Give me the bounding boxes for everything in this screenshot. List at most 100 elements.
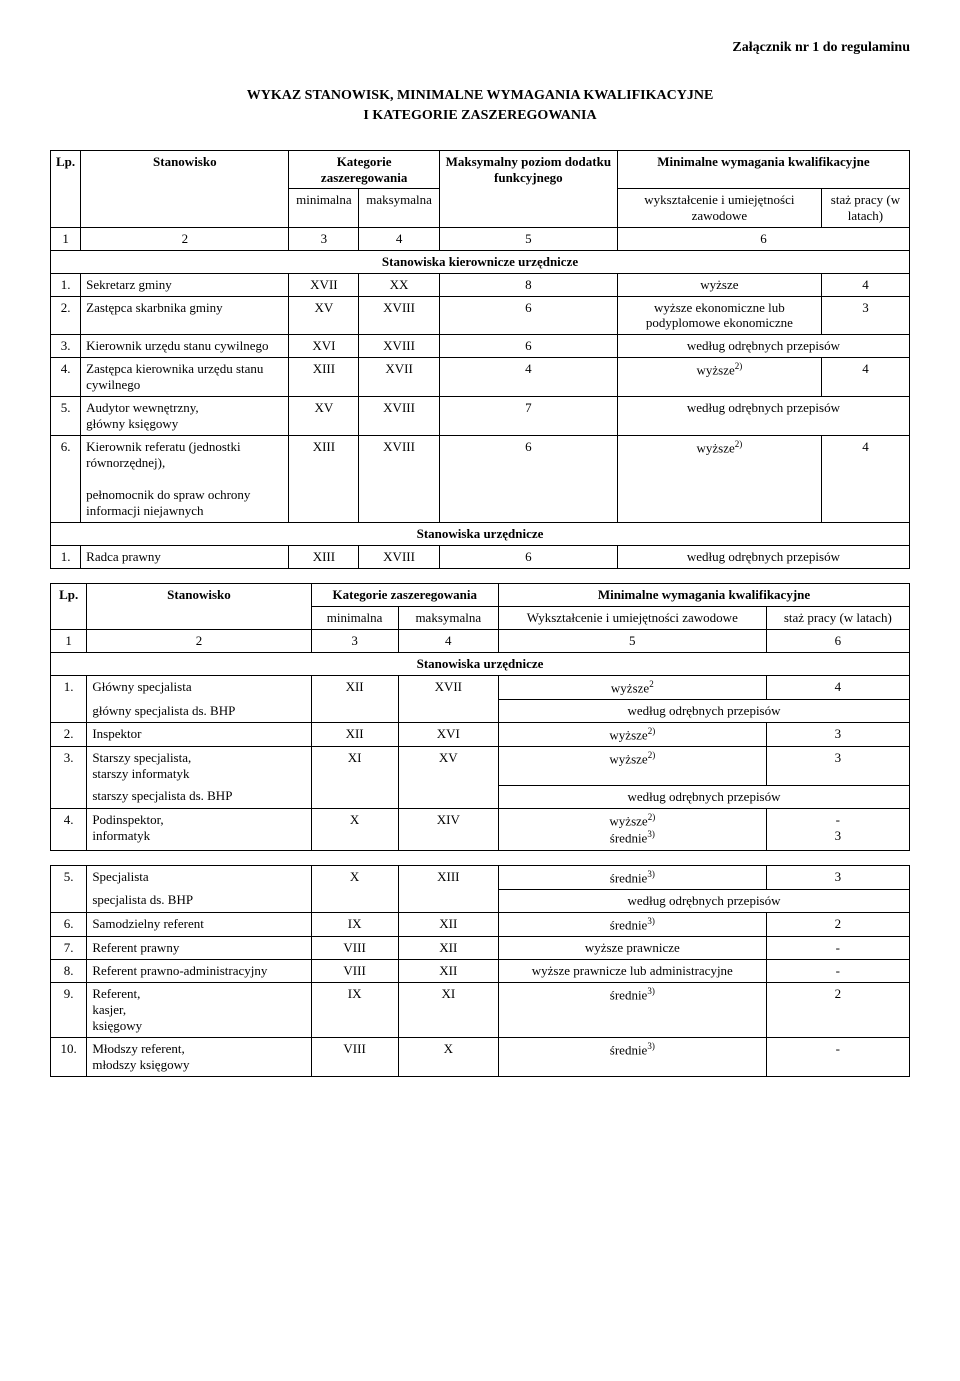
col-staz: staż pracy (w latach) — [766, 606, 909, 629]
table-row: 1. Główny specjalista XII XVII wyższe2 4 — [51, 675, 910, 699]
cell-max: XII — [398, 912, 498, 936]
table-row: 8. Referent prawno-administracyjny VIII … — [51, 960, 910, 983]
cell-st: Specjalista — [87, 865, 311, 889]
cell-dod: 6 — [439, 296, 617, 334]
cell-min: XV — [289, 396, 359, 435]
cell-st: Referent prawno-administracyjny — [87, 960, 311, 983]
section-row: Stanowiska urzędnicze — [51, 652, 910, 675]
num-cell: 3 — [289, 227, 359, 250]
cell-lp: 1. — [51, 675, 87, 722]
table-row: 5. Specjalista X XIII średnie3) 3 — [51, 865, 910, 889]
section-row: Stanowiska kierownicze urzędnicze — [51, 250, 910, 273]
cell-wyk: średnie3) — [498, 983, 766, 1038]
cell-staz: - — [766, 937, 909, 960]
cell-st: Główny specjalista — [87, 675, 311, 699]
num-cell: 4 — [398, 629, 498, 652]
col-minwym: Minimalne wymagania kwalifikacyjne — [498, 583, 909, 606]
attachment-header: Załącznik nr 1 do regulaminu — [50, 40, 910, 56]
cell-wyk: według odrębnych przepisów — [617, 545, 909, 568]
num-cell: 2 — [81, 227, 289, 250]
cell-min: XII — [311, 723, 398, 747]
cell-dod: 7 — [439, 396, 617, 435]
table-2: Lp. Stanowisko Kategorie zaszeregowania … — [50, 583, 910, 1077]
col-kat-max: maksymalna — [398, 606, 498, 629]
cell-wyk: według odrębnych przepisów — [498, 785, 909, 808]
cell-max: XIV — [398, 808, 498, 850]
num-cell: 1 — [51, 629, 87, 652]
col-wyksz: Wykształcenie i umiejętności zawodowe — [498, 606, 766, 629]
table-row: 1. Sekretarz gminy XVII XX 8 wyższe 4 — [51, 273, 910, 296]
cell-max: XVIII — [359, 545, 439, 568]
cell-st: Starszy specjalista, starszy informatyk — [87, 747, 311, 786]
cell-wyk: wyższe prawnicze lub administracyjne — [498, 960, 766, 983]
cell-dod: 6 — [439, 334, 617, 357]
table-row: 5. Audytor wewnętrzny, główny księgowy X… — [51, 396, 910, 435]
table-row: 3. Starszy specjalista, starszy informat… — [51, 747, 910, 786]
cell-lp: 4. — [51, 808, 87, 850]
col-lp: Lp. — [51, 583, 87, 629]
col-kat-min: minimalna — [289, 189, 359, 227]
cell-staz: - — [766, 960, 909, 983]
cell-wyk: wyższe prawnicze — [498, 937, 766, 960]
cell-lp: 10. — [51, 1038, 87, 1077]
cell-min: XV — [289, 296, 359, 334]
cell-wyk: wyższe2) — [498, 723, 766, 747]
section-title: Stanowiska urzędnicze — [51, 522, 910, 545]
col-maks: Maksymalny poziom dodatku funkcyjnego — [439, 151, 617, 227]
cell-st: Zastępca kierownika urzędu stanu cywilne… — [81, 357, 289, 396]
cell-dod: 8 — [439, 273, 617, 296]
cell-lp: 8. — [51, 960, 87, 983]
cell-wyk: wyższe2 — [498, 675, 766, 699]
cell-dod: 6 — [439, 435, 617, 522]
cell-st: Samodzielny referent — [87, 912, 311, 936]
col-staz: staż pracy (w latach) — [821, 189, 909, 227]
cell-min: VIII — [311, 937, 398, 960]
cell-lp: 3. — [51, 334, 81, 357]
cell-lp: 3. — [51, 747, 87, 809]
cell-staz: 2 — [766, 983, 909, 1038]
document-title: WYKAZ STANOWISK, MINIMALNE WYMAGANIA KWA… — [50, 86, 910, 125]
cell-min: VIII — [311, 1038, 398, 1077]
num-cell: 3 — [311, 629, 398, 652]
col-kat-min: minimalna — [311, 606, 398, 629]
cell-max: XIII — [398, 865, 498, 912]
cell-st: Kierownik referatu (jednostki równorzędn… — [81, 435, 289, 522]
cell-wyk: wyższe2) średnie3) — [498, 808, 766, 850]
cell-max: XVIII — [359, 334, 439, 357]
cell-lp: 2. — [51, 723, 87, 747]
cell-max: XI — [398, 983, 498, 1038]
cell-lp: 6. — [51, 435, 81, 522]
cell-st: Inspektor — [87, 723, 311, 747]
col-kategorie: Kategorie zaszeregowania — [311, 583, 498, 606]
col-kategorie: Kategorie zaszeregowania — [289, 151, 439, 189]
cell-min: XII — [311, 675, 398, 722]
cell-wyk: średnie3) — [498, 912, 766, 936]
cell-staz: 4 — [821, 435, 909, 522]
table-row: 7. Referent prawny VIII XII wyższe prawn… — [51, 937, 910, 960]
cell-min: X — [311, 808, 398, 850]
cell-st: Zastępca skarbnika gminy — [81, 296, 289, 334]
cell-lp: 5. — [51, 396, 81, 435]
num-cell: 2 — [87, 629, 311, 652]
cell-st: Podinspektor, informatyk — [87, 808, 311, 850]
cell-staz: 4 — [766, 675, 909, 699]
table-row: 3. Kierownik urzędu stanu cywilnego XVI … — [51, 334, 910, 357]
cell-max: XVIII — [359, 396, 439, 435]
cell-max: XVIII — [359, 435, 439, 522]
cell-wyk: średnie3) — [498, 865, 766, 889]
col-lp: Lp. — [51, 151, 81, 227]
table-row: 1. Radca prawny XIII XVIII 6 według odrę… — [51, 545, 910, 568]
table-row: 2. Zastępca skarbnika gminy XV XVIII 6 w… — [51, 296, 910, 334]
cell-min: X — [311, 865, 398, 912]
cell-min: IX — [311, 912, 398, 936]
cell-min: VIII — [311, 960, 398, 983]
title-line1: WYKAZ STANOWISK, MINIMALNE WYMAGANIA KWA… — [247, 88, 714, 103]
section-row: Stanowiska urzędnicze — [51, 522, 910, 545]
cell-max: XVI — [398, 723, 498, 747]
cell-lp: 6. — [51, 912, 87, 936]
table-row: 9. Referent, kasjer, księgowy IX XI śred… — [51, 983, 910, 1038]
cell-min: XI — [311, 747, 398, 809]
table-row: 4. Zastępca kierownika urzędu stanu cywi… — [51, 357, 910, 396]
cell-max: XII — [398, 960, 498, 983]
cell-wyk: wyższe2) — [617, 357, 821, 396]
